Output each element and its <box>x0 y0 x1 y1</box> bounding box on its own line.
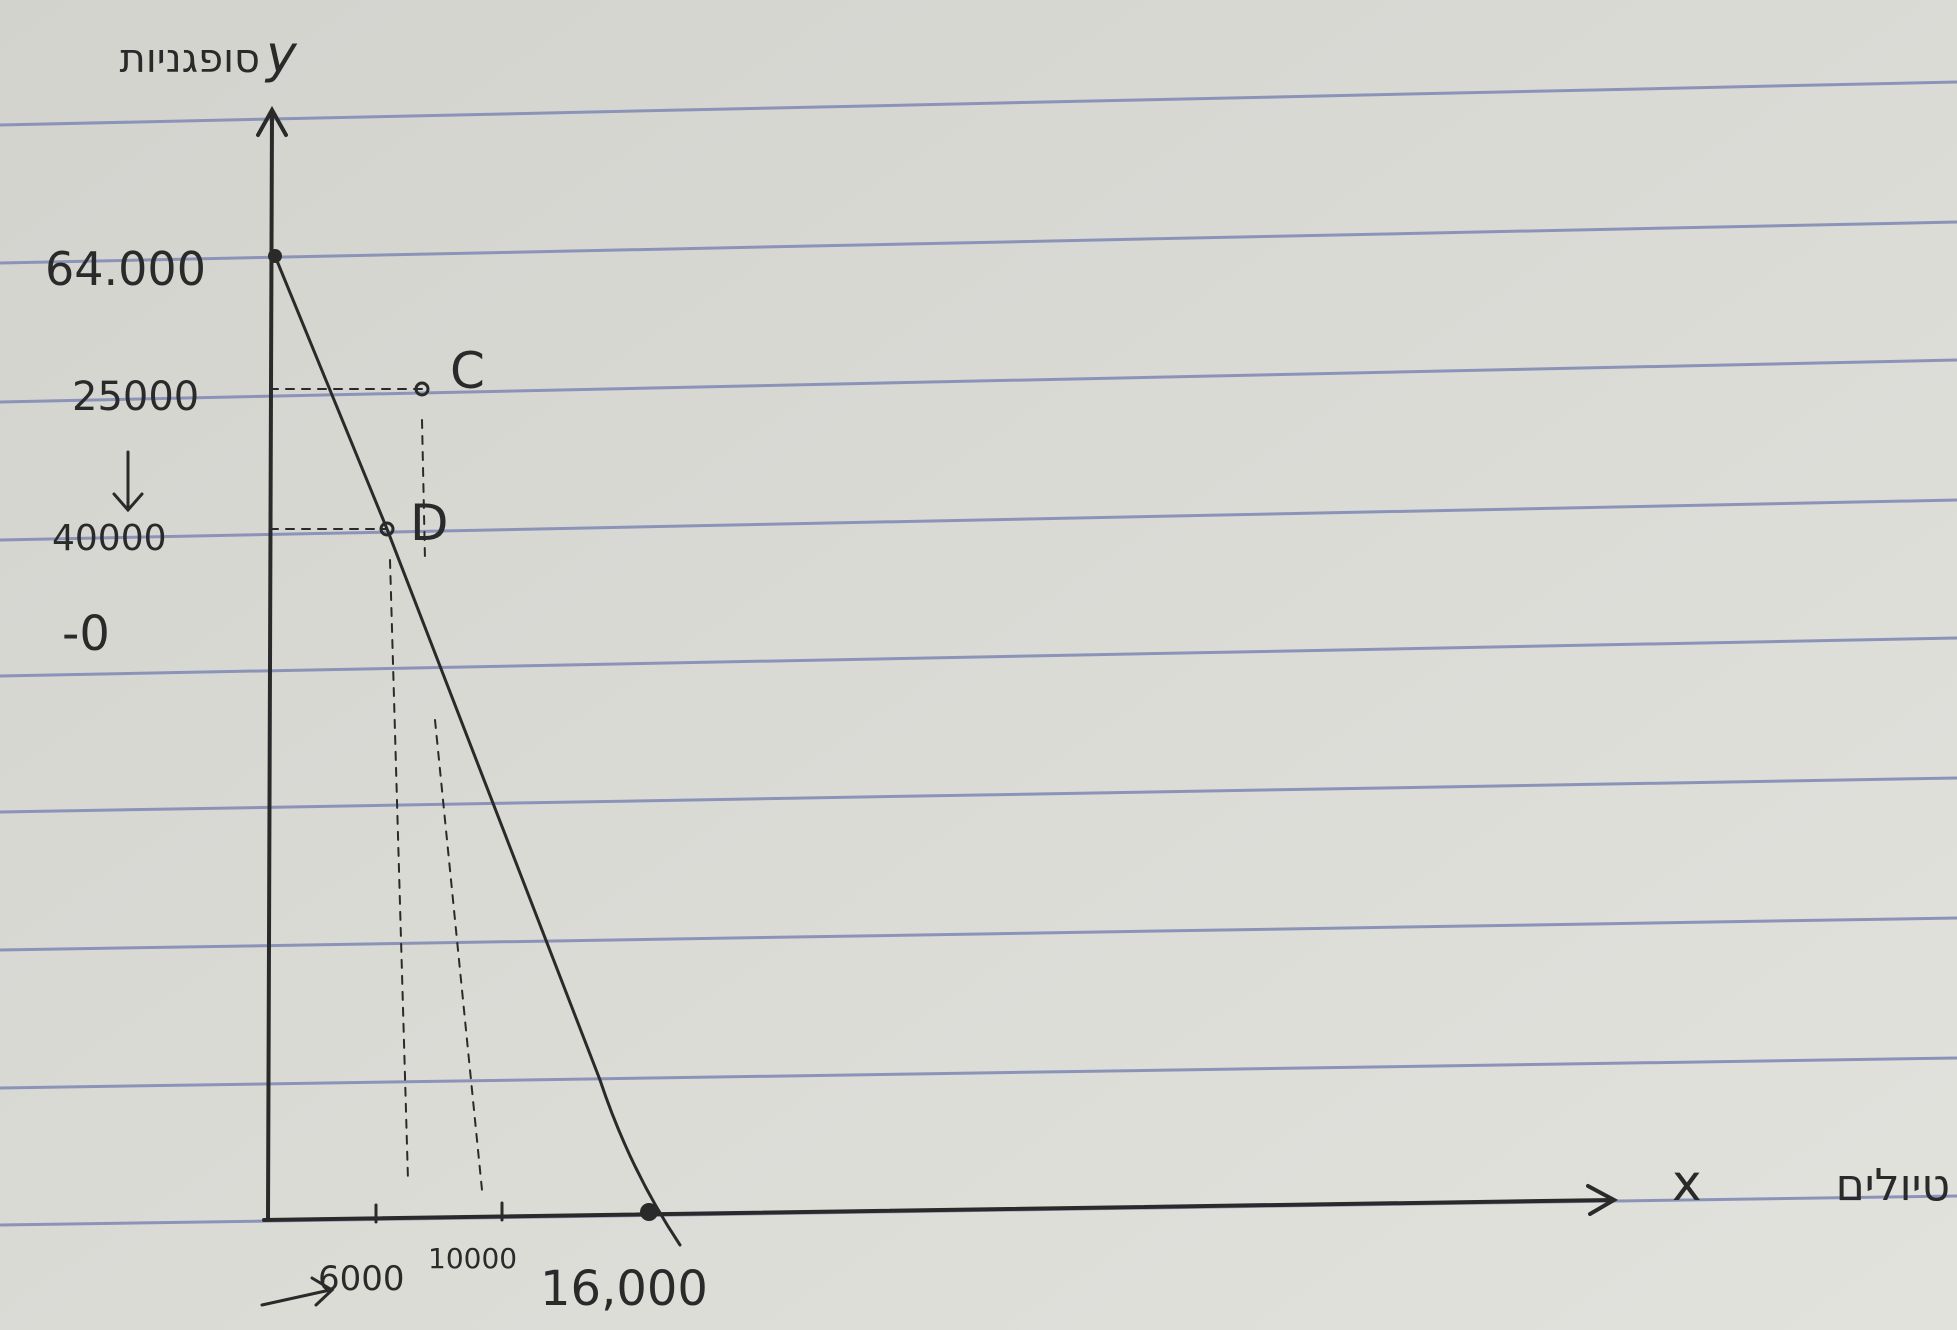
dashed-guides <box>269 388 483 1191</box>
ruled-line <box>0 498 1957 542</box>
ruled-line <box>0 220 1957 265</box>
point-dot <box>414 381 430 397</box>
x-tick-label: 16,000 <box>540 1261 708 1317</box>
point-dot <box>379 521 395 537</box>
y-axis-title: סופגניות <box>120 36 260 82</box>
point-dot <box>640 1203 658 1221</box>
x-tick-label: 6000 <box>318 1259 405 1299</box>
right-arrow <box>260 1276 335 1307</box>
y-tick-label: 40000 <box>52 518 167 559</box>
ruled-line <box>0 358 1957 404</box>
point-dot <box>268 249 282 263</box>
x-axis <box>262 1184 1619 1222</box>
y-tick-label: -0 <box>62 606 110 662</box>
down-arrow <box>112 450 144 513</box>
y-tick-label: 25000 <box>72 374 199 420</box>
ruled-line <box>0 916 1957 952</box>
drawing <box>112 105 1619 1307</box>
x-axis-name: x <box>1672 1154 1702 1212</box>
ppf-line <box>273 254 682 1247</box>
x-tick-label: 10000 <box>428 1242 517 1275</box>
ruled-line <box>0 80 1957 127</box>
ruled-line <box>0 636 1957 678</box>
x-axis-title: טיולים <box>1836 1160 1950 1211</box>
point-label: C <box>450 342 485 400</box>
y-axis <box>256 105 288 1220</box>
point-label: D <box>410 494 449 552</box>
ruled-line <box>0 1056 1957 1090</box>
y-tick-label: 64.000 <box>45 242 206 296</box>
ruled-line <box>0 776 1957 814</box>
y-axis-name: y <box>264 25 298 85</box>
